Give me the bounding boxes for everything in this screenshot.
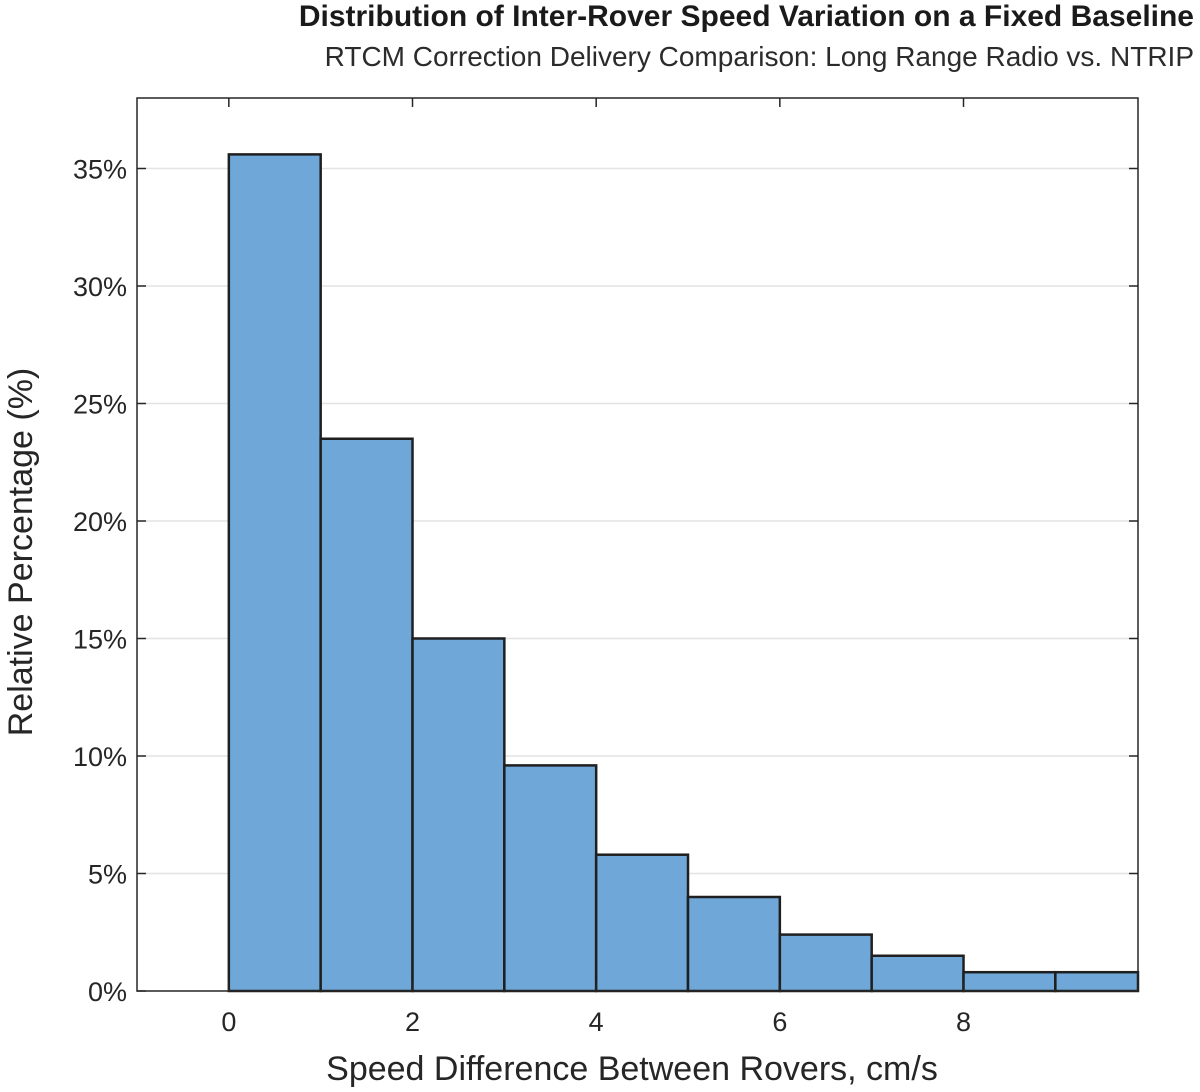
histogram-bar-7 xyxy=(870,954,965,993)
chart-subtitle: RTCM Correction Delivery Comparison: Lon… xyxy=(325,41,1194,72)
y-tick-label-2: 10% xyxy=(73,742,127,772)
histogram-bar-1 xyxy=(319,437,414,993)
y-tick-label-3: 15% xyxy=(73,625,127,655)
x-tick-label-2: 4 xyxy=(589,1007,604,1037)
histogram-bar-2 xyxy=(411,637,506,993)
y-tick-labels: 0% 5% 10% 15% 20% 25% 30% 35% xyxy=(73,155,127,1008)
x-axis-label: Speed Difference Between Rovers, cm/s xyxy=(326,1050,938,1088)
y-tick-label-0: 0% xyxy=(88,977,127,1007)
y-tick-label-5: 25% xyxy=(73,390,127,420)
axes-box xyxy=(136,97,1139,992)
histogram-bar-4 xyxy=(594,853,690,993)
histogram-bar-0 xyxy=(227,153,322,993)
chart-title: Distribution of Inter-Rover Speed Variat… xyxy=(299,0,1194,33)
x-tick-label-1: 2 xyxy=(405,1007,420,1037)
histogram-bar-3 xyxy=(503,764,598,993)
x-tick-label-0: 0 xyxy=(221,1007,236,1037)
histogram-bar-5 xyxy=(686,895,782,993)
histogram-bar-8 xyxy=(962,970,1057,993)
histogram-bar-9 xyxy=(1054,970,1140,993)
y-tick-label-6: 30% xyxy=(73,272,127,302)
x-tick-label-4: 8 xyxy=(956,1007,971,1037)
y-tick-label-4: 20% xyxy=(73,507,127,537)
y-axis-label: Relative Percentage (%) xyxy=(2,368,40,737)
plot-axes xyxy=(136,97,1139,992)
histogram-bars xyxy=(227,153,1140,993)
histogram-bar-6 xyxy=(778,933,873,993)
x-tick-label-3: 6 xyxy=(772,1007,787,1037)
y-tick-label-7: 35% xyxy=(73,155,127,185)
y-tick-label-1: 5% xyxy=(88,860,127,890)
x-tick-labels: 0 2 4 6 8 xyxy=(221,1007,971,1037)
